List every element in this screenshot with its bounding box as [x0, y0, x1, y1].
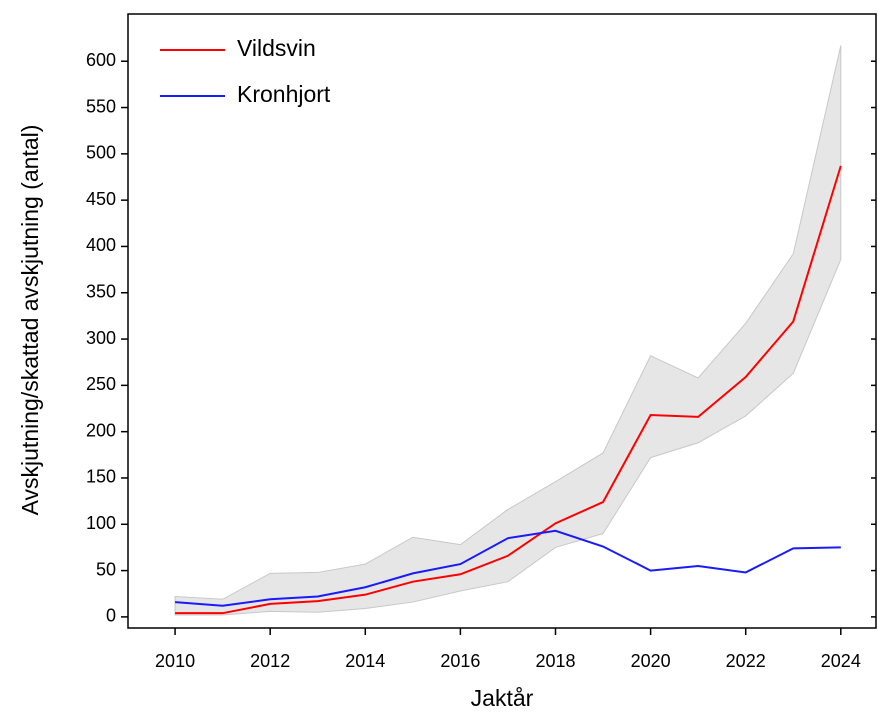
x-tick-label: 2024 [821, 651, 861, 671]
y-tick-label: 200 [86, 420, 116, 440]
legend-label: Kronhjort [237, 81, 331, 107]
y-tick-label: 450 [86, 189, 116, 209]
y-tick-label: 400 [86, 235, 116, 255]
y-tick-label: 250 [86, 374, 116, 394]
x-tick-label: 2014 [345, 651, 385, 671]
y-tick-label: 500 [86, 143, 116, 163]
y-tick-label: 550 [86, 96, 116, 116]
plot-frame [127, 13, 877, 629]
y-tick-label: 150 [86, 467, 116, 487]
series-line [175, 165, 842, 615]
x-tick-label: 2022 [726, 651, 766, 671]
confidence-band [174, 45, 842, 616]
y-tick-label: 100 [86, 513, 116, 533]
y-tick-label: 0 [106, 606, 116, 626]
x-tick-label: 2010 [155, 651, 195, 671]
y-tick-label: 600 [86, 50, 116, 70]
y-tick-label: 50 [96, 559, 116, 579]
x-tick-label: 2016 [440, 651, 480, 671]
x-tick-label: 2020 [631, 651, 671, 671]
series-line [174, 529, 841, 607]
y-tick-label: 300 [86, 328, 116, 348]
x-tick-label: 2018 [535, 651, 575, 671]
y-axis-title: Avskjutning/skattad avskjutning (antal) [17, 125, 43, 516]
x-axis-title: Jaktår [471, 685, 534, 711]
legend-label: Vildsvin [237, 35, 316, 61]
x-tick-label: 2012 [250, 651, 290, 671]
y-tick-label: 350 [86, 282, 116, 302]
